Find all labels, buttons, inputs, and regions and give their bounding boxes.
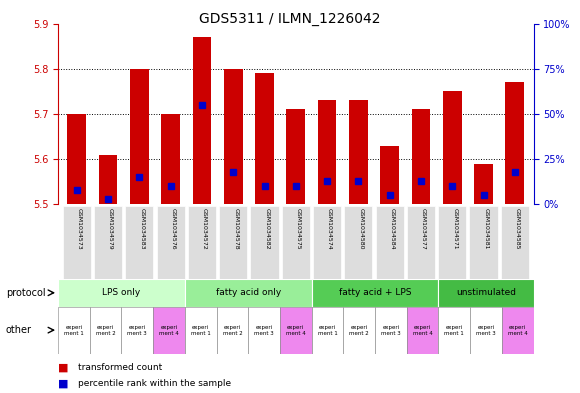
Text: GSM1034585: GSM1034585 <box>515 208 520 250</box>
Text: ■: ■ <box>58 362 68 373</box>
Bar <box>130 69 148 204</box>
Text: GSM1034584: GSM1034584 <box>390 208 394 250</box>
FancyBboxPatch shape <box>58 307 90 354</box>
Bar <box>193 37 211 204</box>
Text: experi
ment 4: experi ment 4 <box>159 325 179 336</box>
Text: GSM1034575: GSM1034575 <box>296 208 301 250</box>
FancyBboxPatch shape <box>469 206 498 279</box>
FancyBboxPatch shape <box>58 279 185 307</box>
Bar <box>443 91 462 204</box>
Text: protocol: protocol <box>6 288 45 298</box>
FancyBboxPatch shape <box>188 206 216 279</box>
Text: GSM1034574: GSM1034574 <box>327 208 332 250</box>
Bar <box>380 145 399 204</box>
FancyBboxPatch shape <box>185 307 216 354</box>
Text: experi
ment 1: experi ment 1 <box>64 325 84 336</box>
Text: experi
ment 2: experi ment 2 <box>96 325 115 336</box>
FancyBboxPatch shape <box>248 307 280 354</box>
FancyBboxPatch shape <box>311 307 343 354</box>
Bar <box>161 114 180 204</box>
FancyBboxPatch shape <box>438 307 470 354</box>
Text: GSM1034578: GSM1034578 <box>233 208 238 250</box>
FancyBboxPatch shape <box>251 206 278 279</box>
Text: experi
ment 1: experi ment 1 <box>191 325 211 336</box>
Text: experi
ment 3: experi ment 3 <box>254 325 274 336</box>
Bar <box>505 82 524 204</box>
Text: experi
ment 3: experi ment 3 <box>476 325 496 336</box>
Bar <box>412 109 430 204</box>
FancyBboxPatch shape <box>343 307 375 354</box>
Text: GSM1034580: GSM1034580 <box>358 208 364 250</box>
FancyBboxPatch shape <box>407 307 438 354</box>
Text: GSM1034581: GSM1034581 <box>484 208 488 250</box>
FancyBboxPatch shape <box>375 307 407 354</box>
Bar <box>255 73 274 204</box>
Text: experi
ment 1: experi ment 1 <box>318 325 338 336</box>
Bar <box>99 154 117 204</box>
FancyBboxPatch shape <box>216 307 248 354</box>
FancyBboxPatch shape <box>219 206 247 279</box>
FancyBboxPatch shape <box>501 206 529 279</box>
Bar <box>67 114 86 204</box>
FancyBboxPatch shape <box>121 307 153 354</box>
FancyBboxPatch shape <box>63 206 91 279</box>
Text: experi
ment 3: experi ment 3 <box>381 325 401 336</box>
Text: percentile rank within the sample: percentile rank within the sample <box>78 379 231 387</box>
Text: transformed count: transformed count <box>78 363 162 372</box>
FancyBboxPatch shape <box>438 279 534 307</box>
Bar <box>349 100 368 204</box>
Text: other: other <box>6 325 32 335</box>
Bar <box>224 69 242 204</box>
Bar <box>318 100 336 204</box>
FancyBboxPatch shape <box>345 206 372 279</box>
FancyBboxPatch shape <box>280 307 311 354</box>
Text: GSM1034583: GSM1034583 <box>139 208 144 250</box>
FancyBboxPatch shape <box>94 206 122 279</box>
Text: GSM1034572: GSM1034572 <box>202 208 207 250</box>
Text: experi
ment 4: experi ment 4 <box>286 325 306 336</box>
FancyBboxPatch shape <box>153 307 185 354</box>
Bar <box>474 163 493 204</box>
FancyBboxPatch shape <box>502 307 534 354</box>
Text: GSM1034582: GSM1034582 <box>264 208 270 250</box>
FancyBboxPatch shape <box>185 279 311 307</box>
FancyBboxPatch shape <box>313 206 341 279</box>
Text: experi
ment 2: experi ment 2 <box>349 325 369 336</box>
Bar <box>287 109 305 204</box>
Text: GSM1034577: GSM1034577 <box>421 208 426 250</box>
FancyBboxPatch shape <box>470 307 502 354</box>
Text: experi
ment 4: experi ment 4 <box>508 325 528 336</box>
FancyBboxPatch shape <box>157 206 184 279</box>
Text: fatty acid only: fatty acid only <box>216 288 281 297</box>
Text: experi
ment 3: experi ment 3 <box>128 325 147 336</box>
Text: GSM1034571: GSM1034571 <box>452 208 457 250</box>
Text: ■: ■ <box>58 378 68 388</box>
FancyBboxPatch shape <box>376 206 404 279</box>
Text: GSM1034573: GSM1034573 <box>77 208 82 250</box>
Text: fatty acid + LPS: fatty acid + LPS <box>339 288 411 297</box>
FancyBboxPatch shape <box>311 279 438 307</box>
Text: GDS5311 / ILMN_1226042: GDS5311 / ILMN_1226042 <box>200 12 380 26</box>
Text: LPS only: LPS only <box>102 288 140 297</box>
FancyBboxPatch shape <box>125 206 154 279</box>
Text: experi
ment 2: experi ment 2 <box>223 325 242 336</box>
FancyBboxPatch shape <box>90 307 121 354</box>
Text: experi
ment 4: experi ment 4 <box>413 325 433 336</box>
Text: GSM1034576: GSM1034576 <box>171 208 176 250</box>
Text: GSM1034579: GSM1034579 <box>108 208 113 250</box>
FancyBboxPatch shape <box>438 206 466 279</box>
Text: unstimulated: unstimulated <box>456 288 516 297</box>
Text: experi
ment 1: experi ment 1 <box>444 325 464 336</box>
FancyBboxPatch shape <box>407 206 435 279</box>
FancyBboxPatch shape <box>282 206 310 279</box>
